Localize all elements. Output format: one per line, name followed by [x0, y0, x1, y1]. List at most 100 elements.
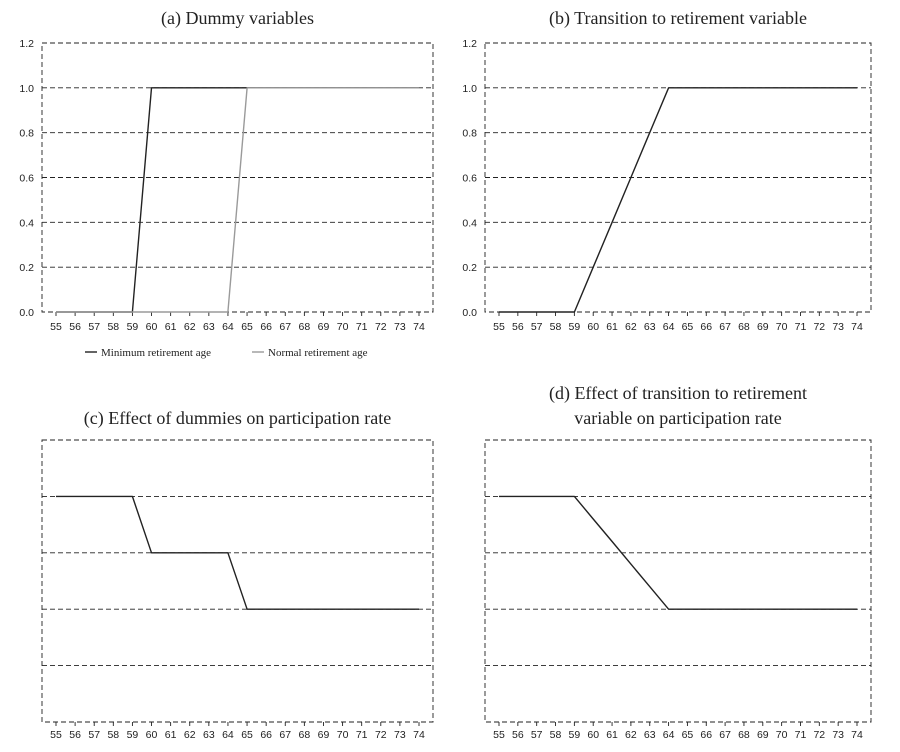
series-line-0: [499, 87, 857, 313]
x-tick-label: 73: [394, 321, 406, 333]
x-tick-label: 58: [107, 729, 119, 741]
x-tick-label: 58: [107, 321, 119, 333]
x-tick-label: 63: [203, 729, 215, 741]
chart-panel-1: (b) Transition to retirement variable 0.0…: [462, 8, 872, 333]
x-tick-label: 68: [738, 321, 750, 333]
plot-frame: [41, 42, 434, 313]
x-tick-label: 58: [550, 729, 562, 741]
y-tick-label: 0.0: [19, 307, 34, 319]
x-tick-label: 72: [375, 729, 387, 741]
x-tick-label: 70: [776, 321, 788, 333]
chart-title: (a) Dummy variables: [161, 8, 314, 29]
x-tick-label: 71: [356, 729, 368, 741]
y-tick-label: 0.6: [19, 173, 34, 185]
x-tick-label: 64: [222, 729, 234, 741]
x-tick-label: 62: [184, 321, 196, 333]
series-line-1: [56, 87, 419, 313]
x-tick-label: 67: [279, 729, 291, 741]
x-tick-label: 55: [50, 729, 62, 741]
y-tick-label: 0.4: [462, 217, 477, 229]
chart-title: (c) Effect of dummies on participation r…: [84, 408, 392, 429]
x-tick-label: 65: [682, 321, 694, 333]
x-tick-label: 56: [69, 729, 81, 741]
y-tick-label: 0.8: [19, 128, 34, 140]
x-tick-label: 65: [682, 729, 694, 741]
x-tick-label: 67: [279, 321, 291, 333]
series-line-0: [499, 495, 857, 610]
x-tick-label: 66: [260, 729, 272, 741]
x-tick-label: 59: [569, 321, 581, 333]
chart-panel-0: (a) Dummy variables 0.0 0.2 0.4 0.6 0.8 1.0 1.2…: [19, 8, 434, 359]
x-tick-label: 70: [776, 729, 788, 741]
x-tick-label: 67: [719, 321, 731, 333]
x-tick-label: 57: [88, 321, 100, 333]
series-line-0: [56, 495, 419, 610]
y-tick-label: 0.2: [462, 262, 477, 274]
plot-frame: [41, 439, 434, 723]
x-tick-label: 56: [512, 321, 524, 333]
plot-frame: [484, 42, 872, 313]
chart-title: (b) Transition to retirement variable: [549, 8, 807, 29]
x-tick-label: 72: [813, 729, 825, 741]
x-tick-label: 62: [184, 729, 196, 741]
x-tick-label: 69: [757, 321, 769, 333]
y-tick-label: 1.2: [19, 38, 34, 50]
x-tick-label: 62: [625, 729, 637, 741]
x-tick-label: 62: [625, 321, 637, 333]
x-tick-label: 64: [663, 729, 675, 741]
y-tick-label: 0.4: [19, 217, 34, 229]
x-tick-label: 60: [146, 729, 158, 741]
chart-title: variable on participation rate: [574, 408, 781, 428]
y-tick-label: 1.0: [19, 83, 34, 95]
x-tick-label: 66: [260, 321, 272, 333]
legend-label: Minimum retirement age: [101, 347, 211, 359]
x-tick-label: 74: [851, 729, 863, 741]
x-tick-label: 55: [493, 321, 505, 333]
x-tick-label: 64: [663, 321, 675, 333]
x-tick-label: 65: [241, 729, 253, 741]
x-tick-label: 71: [795, 729, 807, 741]
x-tick-label: 69: [318, 321, 330, 333]
x-tick-label: 71: [356, 321, 368, 333]
x-tick-label: 69: [757, 729, 769, 741]
x-tick-label: 74: [413, 729, 425, 741]
x-tick-label: 73: [394, 729, 406, 741]
x-tick-label: 68: [738, 729, 750, 741]
x-tick-label: 72: [375, 321, 387, 333]
plot-frame: [484, 439, 872, 723]
y-tick-label: 1.2: [462, 38, 477, 50]
x-tick-label: 55: [50, 321, 62, 333]
x-tick-label: 59: [569, 729, 581, 741]
x-tick-label: 63: [644, 321, 656, 333]
x-tick-label: 61: [165, 321, 177, 333]
x-tick-label: 57: [531, 729, 543, 741]
y-tick-label: 0.8: [462, 128, 477, 140]
x-tick-label: 74: [413, 321, 425, 333]
x-tick-label: 57: [88, 729, 100, 741]
x-tick-label: 57: [531, 321, 543, 333]
x-tick-label: 74: [851, 321, 863, 333]
chart-panel-3: (d) Effect of transition to retirement va…: [484, 383, 872, 741]
chart-panel-2: (c) Effect of dummies on participation r…: [41, 408, 434, 741]
x-tick-label: 66: [700, 729, 712, 741]
x-tick-label: 69: [318, 729, 330, 741]
x-tick-label: 65: [241, 321, 253, 333]
x-tick-label: 63: [203, 321, 215, 333]
x-tick-label: 60: [587, 321, 599, 333]
y-tick-label: 1.0: [462, 83, 477, 95]
x-tick-label: 59: [127, 729, 139, 741]
x-tick-label: 73: [832, 729, 844, 741]
x-tick-label: 60: [146, 321, 158, 333]
x-tick-label: 55: [493, 729, 505, 741]
x-tick-label: 61: [165, 729, 177, 741]
x-tick-label: 64: [222, 321, 234, 333]
x-tick-label: 66: [700, 321, 712, 333]
x-tick-label: 60: [587, 729, 599, 741]
legend-label: Normal retirement age: [268, 347, 368, 359]
y-tick-label: 0.2: [19, 262, 34, 274]
x-tick-label: 70: [337, 321, 349, 333]
x-tick-label: 63: [644, 729, 656, 741]
x-tick-label: 71: [795, 321, 807, 333]
chart-title: (d) Effect of transition to retirement: [549, 383, 807, 404]
